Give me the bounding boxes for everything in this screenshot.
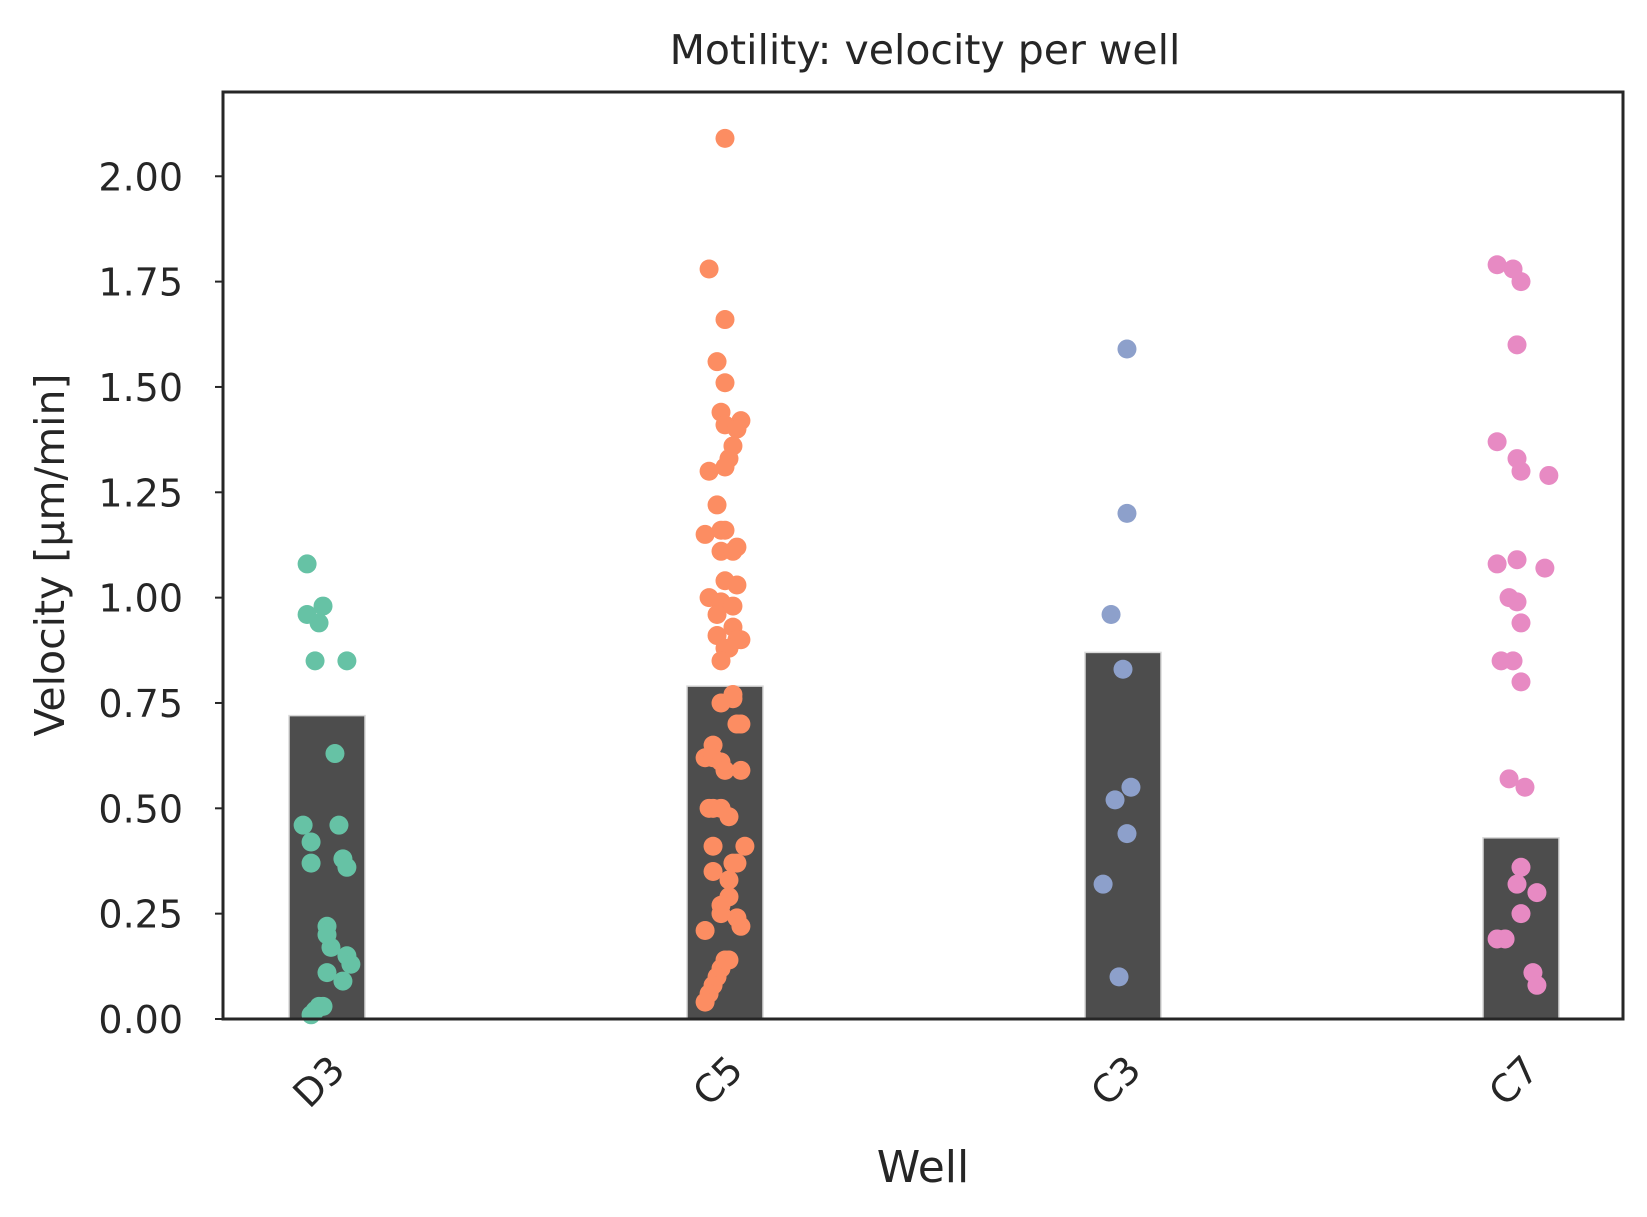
y-tick-label: 0.00 (98, 998, 183, 1042)
point-C7-26 (1527, 975, 1547, 995)
point-C7-10 (1535, 558, 1555, 578)
point-D3-23 (301, 1005, 321, 1025)
chart-title: Motility: velocity per well (670, 26, 1181, 74)
point-D3-12 (337, 857, 357, 877)
point-C7-7 (1539, 465, 1559, 485)
point-D3-9 (301, 853, 321, 873)
point-C5-35 (711, 693, 731, 713)
point-C5-0 (715, 128, 735, 148)
point-C7-15 (1503, 651, 1523, 671)
y-axis-label: Velocity [µm/min] (26, 373, 74, 736)
point-D3-19 (333, 971, 353, 991)
point-D3-3 (309, 613, 329, 633)
point-C5-37 (727, 714, 747, 734)
point-C5-59 (695, 921, 715, 941)
point-C5-42 (715, 760, 735, 780)
y-tick-label: 0.50 (98, 787, 183, 831)
y-tick-label: 0.25 (98, 893, 183, 937)
point-C5-3 (707, 352, 727, 372)
point-C5-58 (731, 916, 751, 936)
point-C5-24 (723, 596, 743, 616)
point-C7-2 (1511, 272, 1531, 292)
y-axis: 0.00 0.25 0.50 0.75 1.00 1.25 1.50 1.75 2.00 (98, 155, 223, 1042)
point-C7-9 (1507, 550, 1527, 570)
point-C7-18 (1515, 777, 1535, 797)
point-D3-10 (329, 815, 349, 835)
point-C7-21 (1527, 883, 1547, 903)
point-C5-12 (699, 461, 719, 481)
point-C5-53 (719, 870, 739, 890)
point-C7-12 (1507, 592, 1527, 612)
point-C7-20 (1507, 874, 1527, 894)
point-C7-16 (1511, 672, 1531, 692)
point-D3-2 (313, 596, 333, 616)
point-C7-24 (1495, 929, 1515, 949)
x-axis-label: Well (877, 1142, 969, 1193)
point-C3-6 (1117, 824, 1137, 844)
point-C5-43 (731, 760, 751, 780)
point-D3-18 (317, 963, 337, 983)
point-C7-13 (1511, 613, 1531, 633)
plot-frame (221, 90, 1625, 1021)
point-C7-4 (1487, 432, 1507, 452)
point-C3-8 (1109, 967, 1129, 987)
point-C5-66 (695, 992, 715, 1012)
point-C5-15 (715, 520, 735, 540)
y-tick-label: 1.00 (98, 577, 183, 621)
point-C7-6 (1511, 461, 1531, 481)
point-D3-17 (341, 954, 361, 974)
point-C7-8 (1487, 554, 1507, 574)
point-D3-4 (305, 651, 325, 671)
point-C5-21 (727, 575, 747, 595)
y-tick-label: 0.75 (98, 682, 183, 726)
point-C5-1 (699, 259, 719, 279)
point-D3-5 (337, 651, 357, 671)
point-C5-25 (707, 604, 727, 624)
y-tick-label: 2.00 (98, 155, 183, 199)
point-C3-3 (1113, 659, 1133, 679)
point-C5-13 (707, 495, 727, 515)
point-C3-1 (1117, 503, 1137, 523)
point-C5-49 (735, 836, 755, 856)
point-C5-48 (703, 836, 723, 856)
point-D3-6 (325, 744, 345, 764)
point-C5-16 (695, 524, 715, 544)
point-C7-19 (1511, 857, 1531, 877)
point-C3-0 (1117, 339, 1137, 359)
point-D3-7 (293, 815, 313, 835)
y-tick-label: 1.50 (98, 366, 183, 410)
point-C5-56 (711, 904, 731, 924)
point-D3-0 (297, 554, 317, 574)
y-tick-label: 1.25 (98, 471, 183, 515)
point-D3-8 (301, 832, 321, 852)
point-C3-4 (1121, 777, 1141, 797)
point-C5-2 (715, 310, 735, 330)
points-layer (293, 128, 1559, 1025)
point-C7-0 (1487, 255, 1507, 275)
point-C7-22 (1511, 904, 1531, 924)
point-C5-4 (715, 373, 735, 393)
point-C7-17 (1499, 769, 1519, 789)
point-C5-47 (719, 807, 739, 827)
point-D3-15 (321, 937, 341, 957)
point-C5-11 (715, 457, 735, 477)
point-C3-2 (1101, 604, 1121, 624)
point-C5-8 (727, 419, 747, 439)
point-C5-32 (711, 651, 731, 671)
point-C5-52 (703, 862, 723, 882)
point-C5-19 (723, 541, 743, 561)
point-C3-5 (1105, 790, 1125, 810)
point-C3-7 (1093, 874, 1113, 894)
point-C5-51 (727, 853, 747, 873)
point-C7-3 (1507, 335, 1527, 355)
y-tick-label: 1.75 (98, 261, 183, 305)
